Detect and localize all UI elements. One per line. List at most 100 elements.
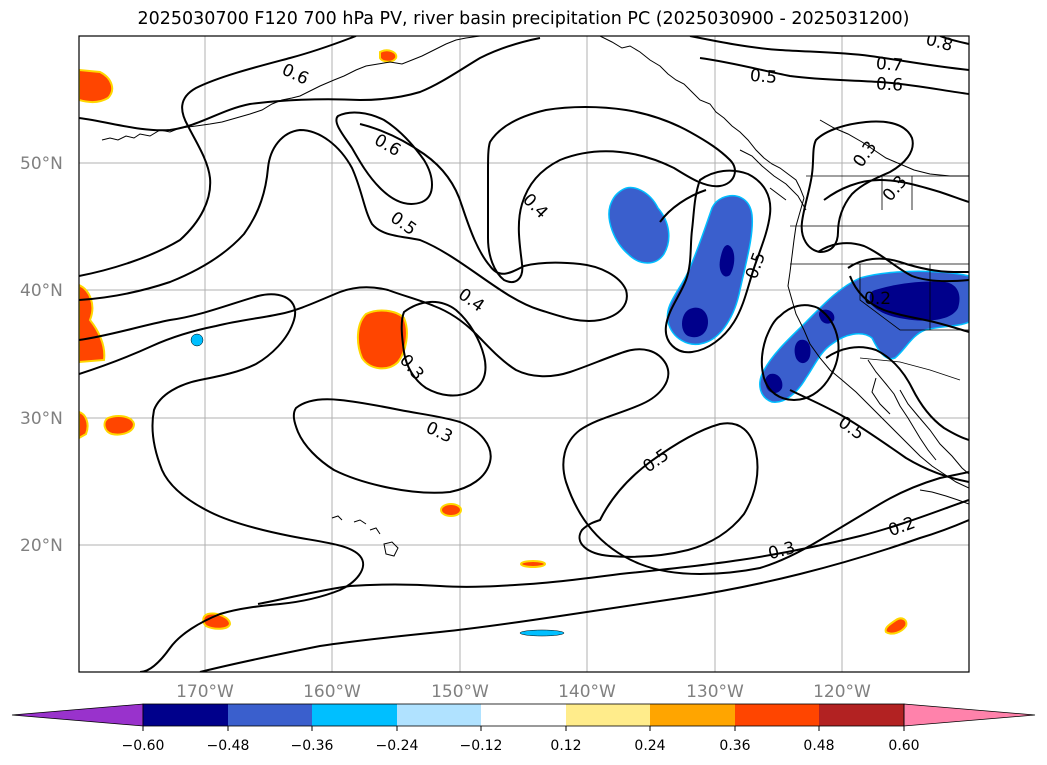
positive-region-small-4 [884, 617, 908, 635]
map-title: 2025030700 F120 700 hPa PV, river basin … [137, 9, 910, 29]
contour-label: 0.5 [749, 66, 778, 88]
map-frame [78, 35, 970, 673]
longitude-labels: 170°W 160°W 150°W 140°W 130°W 120°W [176, 682, 871, 702]
latitude-labels: 50°N 40°N 30°N 20°N [20, 154, 63, 556]
positive-region-mid [356, 309, 408, 370]
contour-06 [257, 499, 969, 605]
colorbar-segment [735, 704, 819, 726]
graticule [79, 36, 969, 672]
lon-label-150w: 150°W [431, 682, 489, 702]
colorbar-tick-label: −0.60 [122, 738, 165, 754]
colorbar-tick-label: 0.48 [803, 738, 834, 754]
contour-10 [335, 111, 433, 206]
positive-region-small-2 [520, 560, 546, 568]
colorbar-segment [397, 704, 481, 726]
coast-us-west [787, 197, 969, 489]
border-us-mexico [859, 357, 961, 381]
contour-15 [699, 57, 969, 95]
negative-region-core-2 [719, 245, 735, 277]
lon-label-130w: 130°W [686, 682, 744, 702]
coast-british-columbia-inland [819, 119, 969, 177]
lat-label-50n: 50°N [20, 154, 63, 174]
map-panel: 0.6 0.6 0.5 0.4 0.4 0.3 0.3 0.5 0.5 0.3 … [78, 30, 970, 673]
contour-01 [79, 37, 541, 132]
positive-region-north [379, 49, 398, 63]
contour-label: 0.8 [924, 30, 955, 56]
contour-21 [849, 275, 969, 333]
colorbar-tick-label: −0.12 [460, 738, 503, 754]
colorbar-segment [143, 704, 228, 726]
coastlines [101, 36, 969, 557]
colorbar-extend-low [11, 703, 144, 727]
contour-17 [800, 120, 914, 254]
border-states-1 [790, 176, 969, 265]
negative-region-core-3 [869, 281, 960, 321]
colorbar-tick-label: 0.24 [634, 738, 665, 754]
contour-20 [847, 257, 969, 273]
contour-05 [79, 286, 969, 576]
negative-region-core-4 [794, 339, 811, 364]
contour-23 [789, 389, 969, 483]
lon-label-140w: 140°W [558, 682, 616, 702]
coast-baja [867, 359, 937, 461]
positive-region-west-4 [103, 415, 136, 436]
colorbar-segment [481, 704, 566, 726]
colorbar-tick-label: 0.12 [550, 738, 581, 754]
positive-region-west-2 [79, 283, 106, 364]
colorbar-segment [650, 704, 735, 726]
contour-18 [823, 178, 969, 203]
negative-precip-regions [190, 186, 969, 637]
contour-03 [79, 123, 628, 322]
contour-16 [939, 36, 969, 45]
contour-04 [79, 293, 365, 672]
negative-region-small-1 [519, 629, 565, 637]
contour-08 [292, 398, 492, 494]
coast-mexico-gulf [899, 389, 969, 475]
positive-region-small-1 [440, 503, 462, 517]
coast-alaska-aleutians [101, 36, 481, 141]
negative-region-gulf [608, 186, 670, 264]
contour-25 [825, 346, 969, 441]
contour-14 [689, 36, 969, 71]
lat-label-40n: 40°N [20, 281, 63, 301]
pv-contours [79, 36, 969, 672]
colorbar-tick-label: −0.24 [376, 738, 419, 754]
contour-22 [760, 304, 840, 402]
positive-region-west-1 [79, 68, 114, 103]
positive-precip-regions [79, 49, 908, 635]
colorbar-tick-label: 0.36 [719, 738, 750, 754]
colorbar-segment [228, 704, 312, 726]
colorbar-tick-label: −0.48 [207, 738, 250, 754]
contour-12 [487, 106, 736, 283]
coast-mexico-south [919, 489, 969, 505]
colorbar-ticks [142, 726, 905, 731]
colorbar: −0.60 −0.48 −0.36 −0.24 −0.12 0.12 0.24 … [11, 703, 1036, 754]
coast-bc-islands [739, 149, 807, 211]
hawaii-islands [331, 515, 399, 557]
negative-region-core-1 [682, 307, 708, 338]
contour-07 [199, 519, 969, 672]
colorbar-frame [142, 703, 905, 727]
negative-region-small-2 [190, 333, 204, 347]
contour-11 [578, 422, 759, 558]
contour-label: 0.2 [864, 289, 891, 309]
lat-label-20n: 20°N [20, 536, 63, 556]
negative-region-offshore [666, 194, 754, 345]
positive-region-west-3 [79, 410, 89, 440]
map-background [79, 36, 969, 672]
contour-label: 0.6 [875, 74, 903, 95]
colorbar-segment [819, 704, 904, 726]
contour-label: 0.7 [875, 54, 904, 76]
contour-09 [400, 301, 487, 397]
contour-19 [817, 242, 969, 283]
contour-13 [664, 169, 772, 354]
lon-label-160w: 160°W [303, 682, 361, 702]
colorbar-segment [566, 704, 650, 726]
colorbar-segment [312, 704, 397, 726]
lon-label-170w: 170°W [176, 682, 234, 702]
coast-alaska-panhandle [599, 36, 805, 199]
border-states-2 [859, 264, 969, 331]
lat-label-30n: 30°N [20, 409, 63, 429]
colorbar-extend-high [903, 703, 1036, 727]
